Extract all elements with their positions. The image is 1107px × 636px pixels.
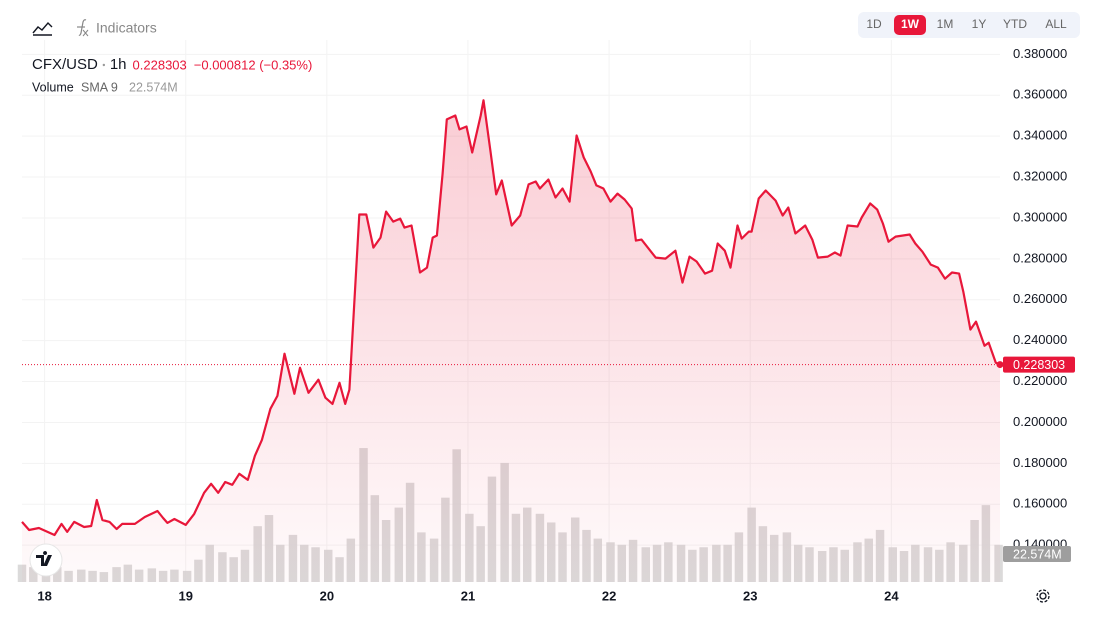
range-button[interactable]: 1Y <box>972 17 987 31</box>
volume-tag <box>1003 546 1071 562</box>
range-button[interactable]: 1M <box>937 17 954 31</box>
last-price: 0.228303 <box>133 57 187 72</box>
chart-type-icon[interactable] <box>32 21 53 36</box>
price-area <box>22 100 1000 583</box>
range-button[interactable]: 1W <box>901 17 920 31</box>
y-tick-label: 0.160000 <box>1013 496 1067 511</box>
y-tick-label: 0.240000 <box>1013 332 1067 347</box>
price-layer <box>21 99 1004 583</box>
price-change: −0.000812 (−0.35%) <box>194 57 313 72</box>
price-tag-label: 0.228303 <box>1013 358 1065 372</box>
x-tick-label: 21 <box>461 588 475 603</box>
y-tick-label: 0.340000 <box>1013 128 1067 143</box>
range-button[interactable]: 1D <box>866 17 882 31</box>
range-button[interactable]: ALL <box>1045 17 1067 31</box>
y-tick-label: 0.360000 <box>1013 87 1067 102</box>
range-buttons: 1D 1W 1M 1Y YTD ALL <box>866 15 1067 35</box>
y-tick-label: 0.260000 <box>1013 291 1067 306</box>
x-tick-label: 19 <box>178 588 192 603</box>
x-tick-label: 24 <box>884 588 899 603</box>
price-tag <box>1003 356 1075 373</box>
y-tick-label: 0.280000 <box>1013 250 1067 265</box>
sma-value: 22.574M <box>129 80 178 94</box>
x-tick-label: 22 <box>602 588 616 603</box>
interval: 1h <box>110 56 127 73</box>
price-line <box>21 99 1001 537</box>
volume-label: Volume <box>32 80 74 94</box>
indicators-icon[interactable] <box>77 19 89 37</box>
range-button[interactable]: YTD <box>1003 17 1027 31</box>
settings-button[interactable] <box>1036 589 1050 603</box>
x-tick-label: 18 <box>37 588 51 603</box>
indicators-button[interactable]: Indicators <box>96 20 157 36</box>
symbol: CFX/USD <box>32 56 98 73</box>
x-tick-label: 20 <box>320 588 334 603</box>
y-tick-label: 0.380000 <box>1013 46 1067 61</box>
volume-tag-label: 22.574M <box>1013 547 1062 561</box>
last-price-dot <box>996 361 1004 369</box>
y-tick-label: 0.320000 <box>1013 168 1067 183</box>
y-tick-label: 0.220000 <box>1013 373 1067 388</box>
y-tick-label: 0.200000 <box>1013 414 1067 429</box>
range-active <box>894 15 926 35</box>
sma-label: SMA 9 <box>81 80 118 94</box>
x-tick-label: 23 <box>743 588 757 603</box>
y-tick-label: 0.180000 <box>1013 455 1067 470</box>
y-tick-label: 0.300000 <box>1013 209 1067 224</box>
separator <box>102 63 106 67</box>
logo <box>29 543 63 577</box>
